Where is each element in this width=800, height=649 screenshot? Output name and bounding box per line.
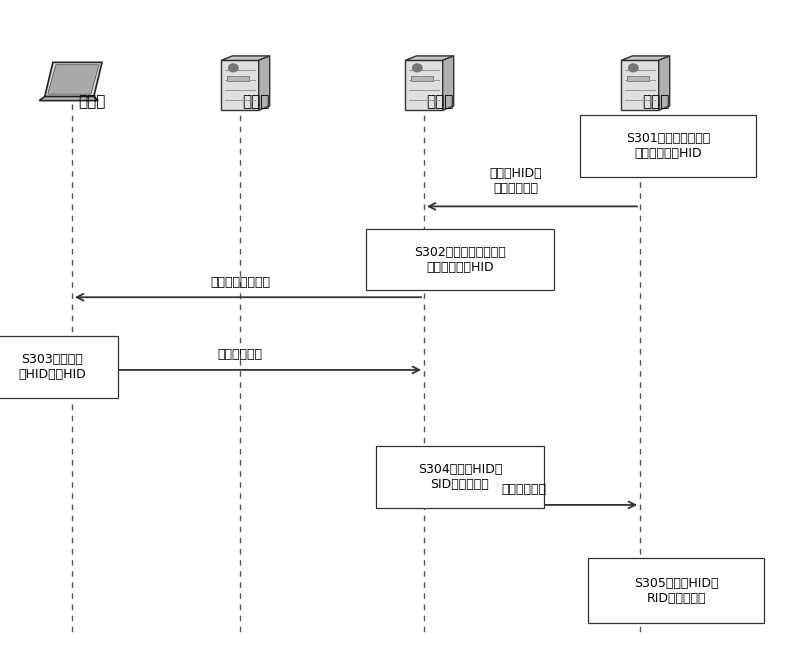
FancyBboxPatch shape bbox=[580, 116, 756, 177]
Circle shape bbox=[629, 64, 638, 72]
Circle shape bbox=[413, 64, 422, 72]
Polygon shape bbox=[48, 65, 99, 94]
Text: 接入域: 接入域 bbox=[242, 94, 270, 109]
Polygon shape bbox=[406, 56, 454, 60]
FancyBboxPatch shape bbox=[627, 76, 649, 81]
Text: S303、更新当
前HID为新HID: S303、更新当 前HID为新HID bbox=[18, 352, 86, 381]
Text: 用户域: 用户域 bbox=[78, 94, 106, 109]
Text: S302、从所述标识更新
消息中获取新HID: S302、从所述标识更新 消息中获取新HID bbox=[414, 245, 506, 274]
Circle shape bbox=[229, 64, 238, 72]
Text: S301、生存期满时，
归属域生成新HID: S301、生存期满时， 归属域生成新HID bbox=[626, 132, 710, 160]
Text: 更新成功消息: 更新成功消息 bbox=[502, 484, 546, 496]
Polygon shape bbox=[45, 62, 102, 97]
Polygon shape bbox=[622, 60, 658, 110]
FancyBboxPatch shape bbox=[411, 76, 433, 81]
Text: 更新成功消息: 更新成功消息 bbox=[218, 349, 262, 361]
Polygon shape bbox=[442, 56, 454, 110]
Polygon shape bbox=[258, 56, 270, 110]
Text: 服务域: 服务域 bbox=[426, 94, 454, 109]
Polygon shape bbox=[222, 60, 258, 110]
Polygon shape bbox=[658, 56, 670, 110]
FancyBboxPatch shape bbox=[0, 336, 118, 397]
FancyBboxPatch shape bbox=[366, 229, 554, 291]
Polygon shape bbox=[39, 97, 98, 101]
Text: S304、更新HID与
SID的映射关系: S304、更新HID与 SID的映射关系 bbox=[418, 463, 502, 491]
Text: S305、更新HID与
RID的映射关系: S305、更新HID与 RID的映射关系 bbox=[634, 576, 718, 605]
Polygon shape bbox=[222, 56, 270, 60]
FancyBboxPatch shape bbox=[588, 558, 764, 623]
Polygon shape bbox=[406, 60, 442, 110]
Text: 归属域: 归属域 bbox=[642, 94, 670, 109]
Polygon shape bbox=[622, 56, 670, 60]
Text: 转发标识更新消息: 转发标识更新消息 bbox=[210, 276, 270, 289]
FancyBboxPatch shape bbox=[376, 447, 544, 508]
FancyBboxPatch shape bbox=[227, 76, 249, 81]
Text: 包括新HID的
标识更新消息: 包括新HID的 标识更新消息 bbox=[490, 167, 542, 195]
